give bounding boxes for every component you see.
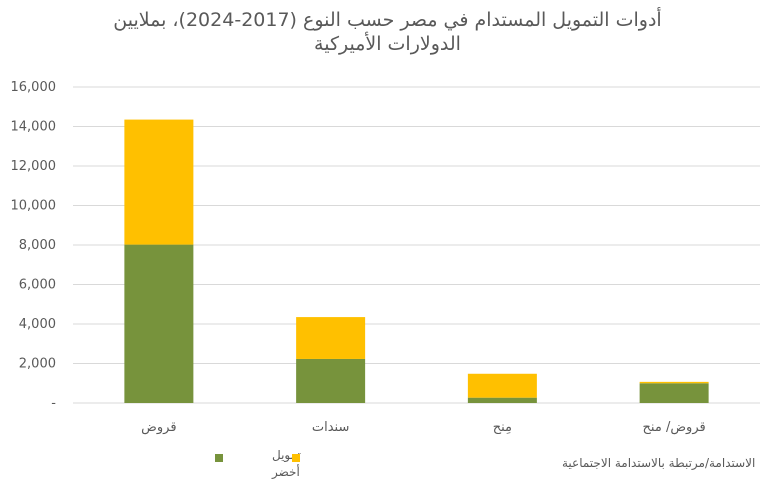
bar-social-2 [296, 317, 366, 359]
y-tick-label: 4,000 [19, 317, 56, 332]
bar-social-1 [124, 119, 194, 245]
bar-green-1 [124, 244, 194, 403]
y-tick-label: 12,000 [11, 159, 57, 174]
legend-swatch-social [292, 454, 300, 462]
x-tick-label: قروض [141, 420, 176, 435]
chart-title-line-1: أدوات التمويل المستدام في مصر حسب النوع … [113, 9, 662, 31]
y-tick-label: - [51, 396, 56, 411]
x-tick-label: سندات [312, 420, 350, 435]
chart-title: أدوات التمويل المستدام في مصر حسب النوع … [0, 8, 775, 56]
y-tick-label: 8,000 [19, 238, 56, 253]
bar-green-4 [639, 383, 709, 403]
legend-label-green-line-2: أخضر [271, 464, 300, 480]
y-tick-label: 16,000 [11, 80, 57, 95]
x-tick-label: مِنح [493, 420, 512, 435]
bar-social-3 [467, 373, 537, 398]
legend-label-social: الاستدامة/مرتبطة بالاستدامة الاجتماعية [562, 456, 755, 471]
y-tick-label: 10,000 [11, 199, 57, 214]
bar-green-3 [467, 397, 537, 403]
y-tick-label: 2,000 [19, 357, 56, 372]
chart-title-line-2: الدولارات الأميركية [314, 33, 461, 55]
legend-swatch-green [215, 454, 223, 462]
bar-green-2 [296, 358, 366, 403]
x-tick-label: قروض/ منح [643, 420, 706, 435]
y-tick-label: 6,000 [19, 278, 56, 293]
y-tick-label: 14,000 [11, 120, 57, 135]
bar-social-4 [639, 381, 709, 384]
